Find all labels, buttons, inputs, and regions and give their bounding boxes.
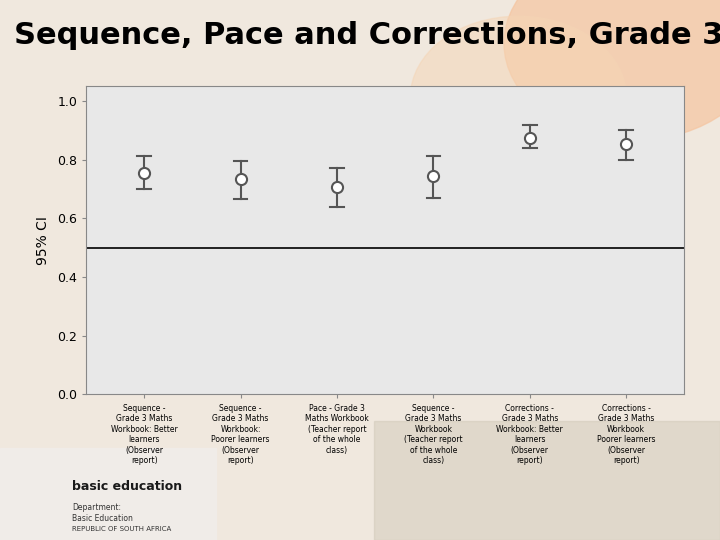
Text: Basic Education: Basic Education: [72, 514, 133, 523]
Text: REPUBLIC OF SOUTH AFRICA: REPUBLIC OF SOUTH AFRICA: [72, 526, 171, 532]
Text: basic education: basic education: [72, 480, 182, 492]
Text: Sequence, Pace and Corrections, Grade 3 Mathematics: Sequence, Pace and Corrections, Grade 3 …: [14, 21, 720, 50]
Bar: [0, 448, 216, 540]
Y-axis label: 95% CI: 95% CI: [37, 216, 50, 265]
Circle shape: [504, 0, 720, 140]
Text: Department:: Department:: [72, 503, 121, 512]
Bar: [374, 421, 720, 540]
Circle shape: [410, 16, 626, 178]
